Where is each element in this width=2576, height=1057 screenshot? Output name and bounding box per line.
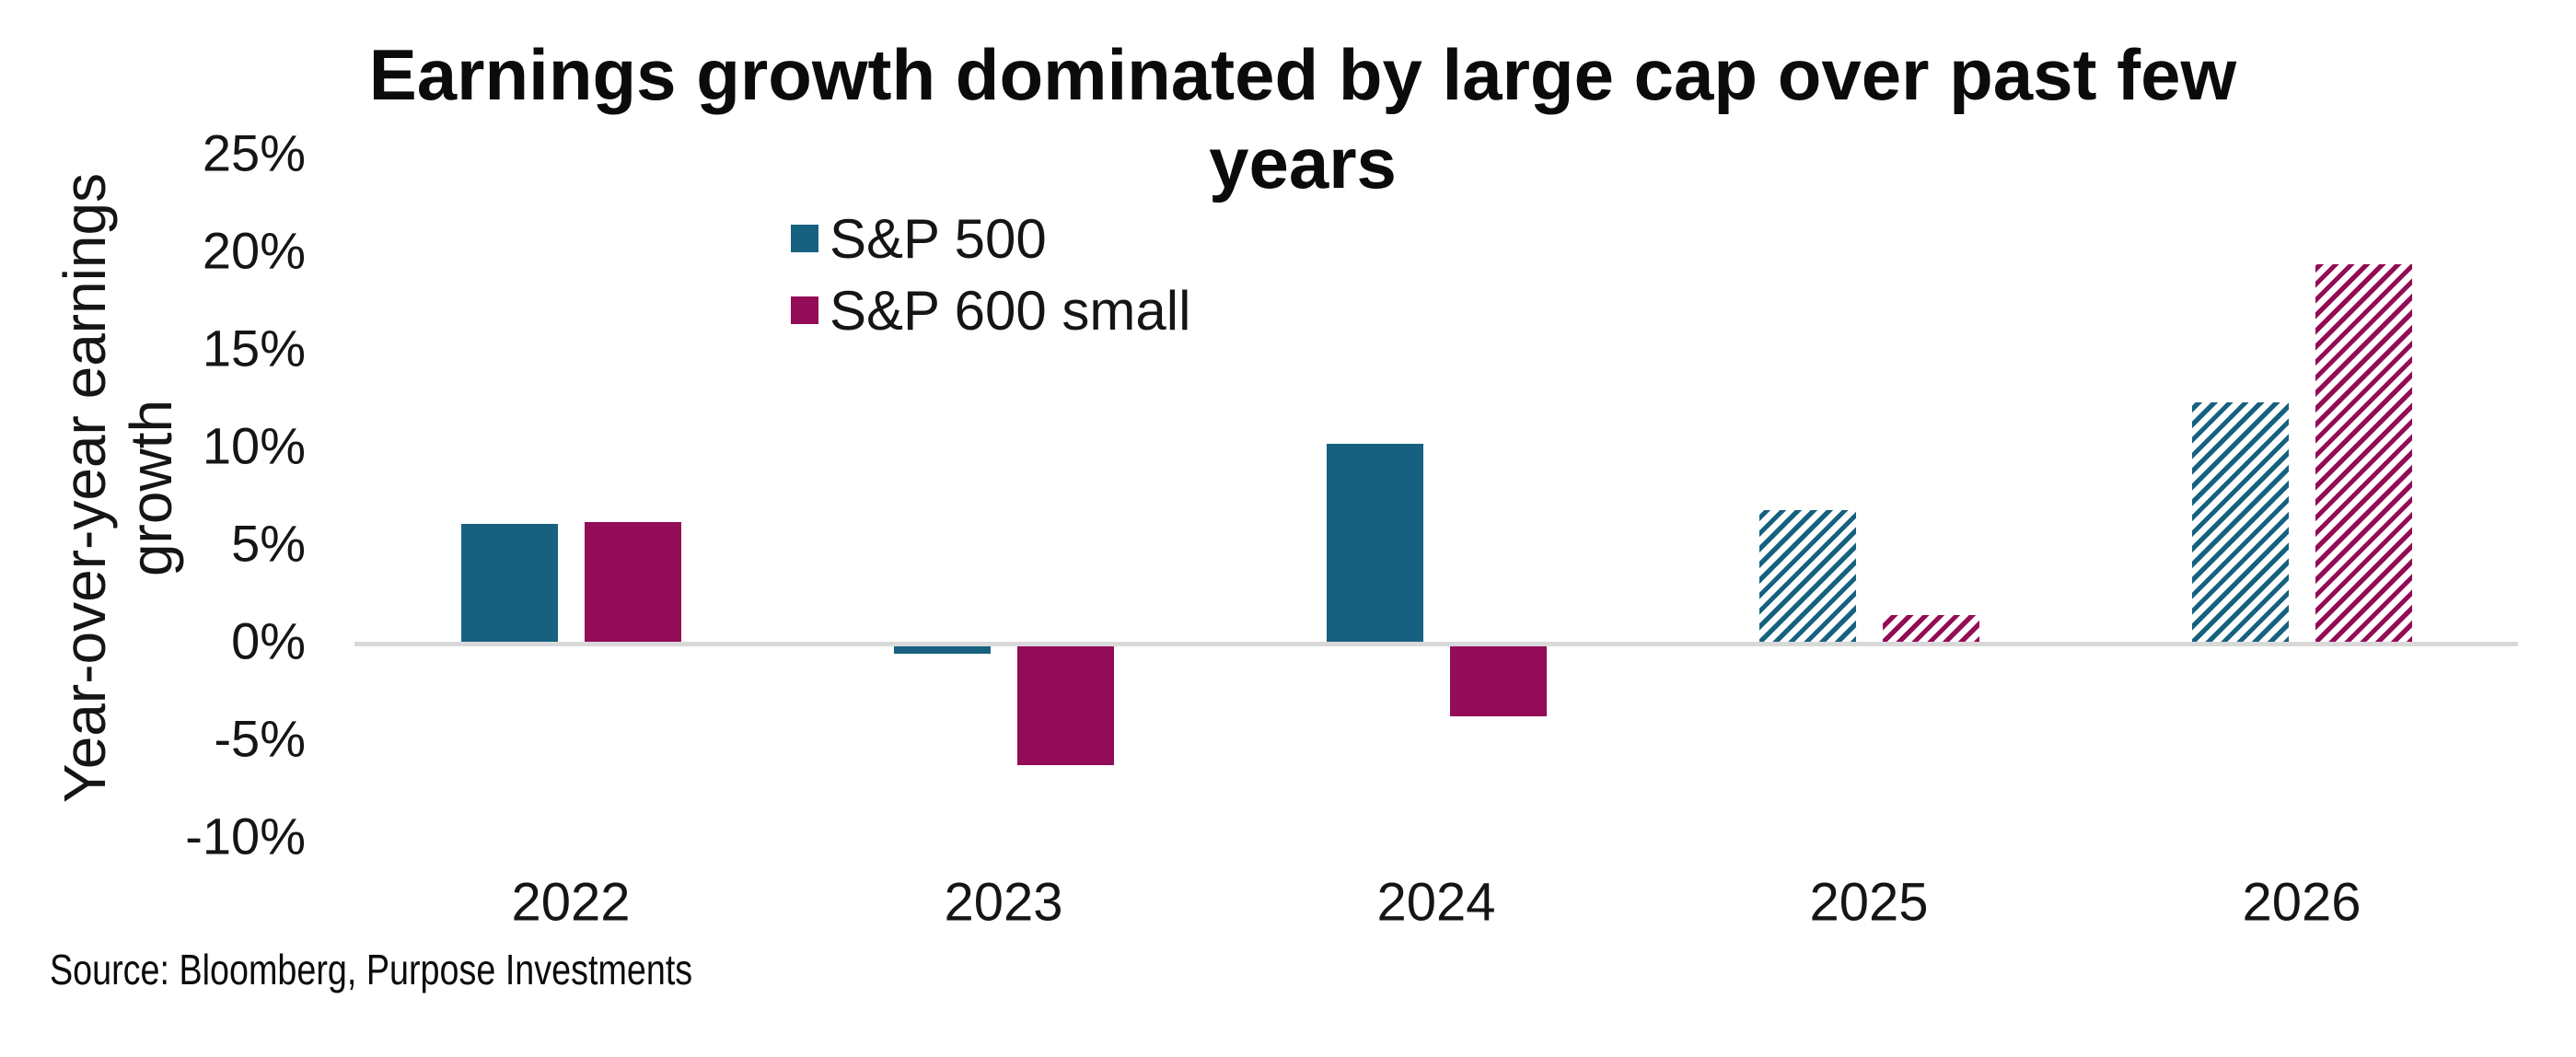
x-category-label-2026: 2026 — [2242, 872, 2361, 933]
bar-s-p-600-small-2024 — [1449, 644, 1547, 716]
legend-item-sp600: S&P 600 small — [791, 274, 1190, 346]
y-tick-label-5pct: 5% — [231, 514, 306, 572]
y-tick-label-0pct: 0% — [231, 611, 306, 669]
bar-s-p-600-small-2025 — [1882, 615, 1979, 643]
bar-s-p-500-2025 — [1758, 509, 1856, 643]
x-category-label-2025: 2025 — [1809, 872, 1929, 933]
bar-s-p-500-2023 — [893, 644, 991, 655]
y-tick-label-20pct: 20% — [202, 221, 306, 279]
x-category-label-2023: 2023 — [944, 872, 1063, 933]
legend-label-sp600: S&P 600 small — [830, 279, 1191, 342]
legend-item-sp500: S&P 500 — [791, 203, 1190, 274]
y-tick-label-25pct: 25% — [202, 123, 306, 181]
x-axis-line — [354, 642, 2518, 646]
y-tick-label-15pct: 15% — [202, 319, 306, 377]
bar-s-p-600-small-2026 — [2315, 263, 2412, 643]
chart-title: Earnings growth dominated by large cap o… — [0, 30, 2576, 207]
legend-swatch-sp500 — [791, 225, 818, 252]
bar-s-p-500-2022 — [460, 523, 558, 643]
x-category-label-2022: 2022 — [511, 872, 631, 933]
bar-s-p-600-small-2022 — [584, 521, 681, 643]
chart-title-line-2: years — [1209, 122, 1397, 203]
bar-s-p-500-2026 — [2191, 402, 2289, 643]
legend: S&P 500 S&P 600 small — [791, 203, 1190, 346]
y-tick-label--10pct: -10% — [185, 807, 306, 865]
y-tick-label-10pct: 10% — [202, 416, 306, 474]
y-axis-tick-labels: 25% 20% 15% 10% 5% 0% -5% -10% — [0, 0, 306, 1057]
bar-s-p-500-2024 — [1326, 443, 1423, 643]
bar-s-p-600-small-2023 — [1016, 644, 1114, 765]
x-category-label-2024: 2024 — [1376, 872, 1496, 933]
y-tick-label--5pct: -5% — [214, 709, 306, 767]
legend-label-sp500: S&P 500 — [830, 207, 1047, 270]
legend-swatch-sp600 — [791, 296, 818, 324]
source-note: Source: Bloomberg, Purpose Investments — [50, 946, 693, 993]
chart-title-line-1: Earnings growth dominated by large cap o… — [368, 34, 2237, 115]
